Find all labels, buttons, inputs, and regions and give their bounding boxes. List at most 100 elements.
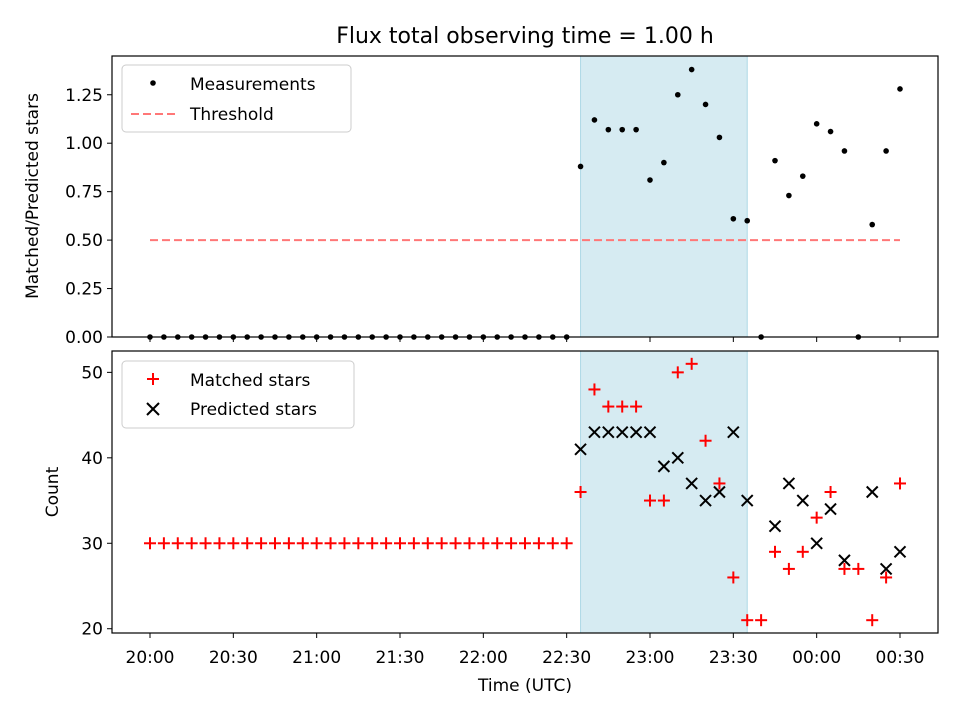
top-y-axis-label: Matched/Predicted stars (23, 93, 43, 299)
measurement-point (786, 192, 792, 199)
matched-star-point (324, 537, 337, 550)
measurement-point (744, 217, 751, 224)
x-tick-label: 00:30 (876, 648, 925, 668)
top-panel: 0.00 0.25 0.50 0.75 1.00 1.25 Matched/Predict… (23, 55, 939, 348)
matched-star-point (685, 357, 698, 370)
chart-title: Flux total observing time = 1.00 h (336, 24, 714, 49)
legend-measurements-label: Measurements (190, 75, 316, 95)
top-y-tick-label: 0.25 (65, 280, 103, 300)
top-y-tick-label: 1.25 (65, 86, 103, 106)
top-plot-frame (111, 55, 939, 338)
matched-star-point (644, 494, 656, 507)
matched-star-point (338, 537, 351, 550)
predicted-star-point (741, 494, 754, 507)
measurement-point (647, 177, 653, 183)
bottom-y-tick-label: 30 (81, 534, 103, 554)
matched-star-point (435, 537, 448, 550)
legend-measurements-marker (150, 80, 156, 86)
predicted-star-point (713, 485, 726, 499)
measurement-point (883, 148, 889, 154)
predicted-star-point (879, 562, 893, 576)
matched-star-point (366, 537, 379, 550)
predicted-star-point (893, 545, 907, 559)
legend-matched-label: Matched stars (190, 371, 310, 391)
matched-star-point (171, 537, 184, 550)
measurement-point (813, 121, 820, 127)
matched-star-point (144, 537, 156, 550)
predicted-star-point (824, 502, 837, 516)
matched-star-point (574, 486, 587, 498)
x-tick-label: 21:00 (292, 648, 341, 668)
matched-star-point (491, 537, 504, 550)
predicted-star-point (616, 425, 629, 439)
top-y-tick-label: 0.00 (65, 328, 103, 348)
matched-star-point (866, 614, 879, 627)
top-y-tick-label: 0.75 (65, 183, 103, 203)
measurement-point (688, 66, 695, 73)
legend-matched-marker (147, 373, 159, 385)
bottom-plot-frame (111, 350, 939, 634)
matched-star-point (199, 537, 212, 550)
top-y-tick-label: 0.50 (65, 231, 103, 251)
x-tick-label: 00:00 (792, 648, 841, 668)
matched-star-point (241, 537, 254, 550)
bottom-legend-box (121, 360, 355, 429)
matched-star-point (310, 537, 323, 550)
predicted-star-point (699, 494, 712, 507)
matched-star-point (699, 434, 712, 447)
predicted-star-point (727, 425, 740, 439)
bottom-panel: 20 30 40 50 20:00 20:30 21:00 21:30 22:00 22:30 2… (43, 350, 939, 696)
predicted-star-point (866, 485, 879, 499)
x-tick-label: 21:30 (376, 648, 425, 668)
legend-predicted-marker (146, 402, 160, 416)
predicted-star-point (685, 477, 698, 490)
measurement-point (827, 128, 834, 135)
matched-star-point (894, 477, 906, 490)
measurement-point (702, 101, 709, 108)
bottom-y-tick-label: 40 (81, 449, 103, 469)
predicted-star-point (643, 425, 657, 439)
x-tick-label: 22:30 (542, 648, 591, 668)
matched-star-point (477, 537, 490, 550)
x-tick-label: 22:00 (459, 648, 508, 668)
matched-star-point (602, 400, 615, 413)
measurement-point (633, 126, 639, 133)
matched-star-point (838, 562, 851, 575)
matched-star-point (213, 537, 226, 550)
measurement-point (730, 215, 737, 222)
matched-star-point (560, 537, 573, 550)
measurement-point (897, 86, 903, 92)
predicted-star-point (671, 451, 684, 465)
x-tick-label: 20:00 (126, 648, 175, 668)
x-tick-label: 23:30 (709, 648, 758, 668)
matched-star-point (657, 494, 670, 507)
bottom-legend: Matched stars Predicted stars (121, 360, 355, 429)
predicted-star-point (838, 554, 851, 567)
measurement-point (577, 163, 584, 170)
matched-star-point (255, 537, 268, 550)
matched-star-point (824, 486, 837, 498)
matched-star-point (519, 537, 531, 550)
top-y-tick-label: 1.00 (65, 134, 103, 154)
matched-star-point (852, 562, 865, 575)
predicted-star-point (810, 537, 823, 550)
top-legend: Measurements Threshold (121, 64, 352, 133)
x-axis-label: Time (UTC) (477, 676, 572, 696)
predicted-star-point (588, 425, 601, 439)
matched-star-point (741, 614, 754, 627)
bottom-y-axis-label: Count (43, 466, 63, 517)
matched-star-point (352, 537, 365, 550)
matched-star-point (463, 537, 476, 550)
predicted-star-point (629, 425, 643, 439)
matched-star-point (782, 562, 795, 575)
top-shaded-window (580, 55, 748, 338)
matched-star-point (296, 537, 309, 550)
predicted-star-point (602, 425, 615, 439)
matched-star-point (755, 614, 768, 627)
bottom-y-tick-label: 50 (81, 363, 103, 383)
matched-star-point (269, 537, 281, 550)
matched-star-point (157, 537, 170, 550)
measurement-point (772, 157, 778, 164)
matched-star-point (394, 537, 406, 550)
matched-star-point (713, 477, 726, 490)
